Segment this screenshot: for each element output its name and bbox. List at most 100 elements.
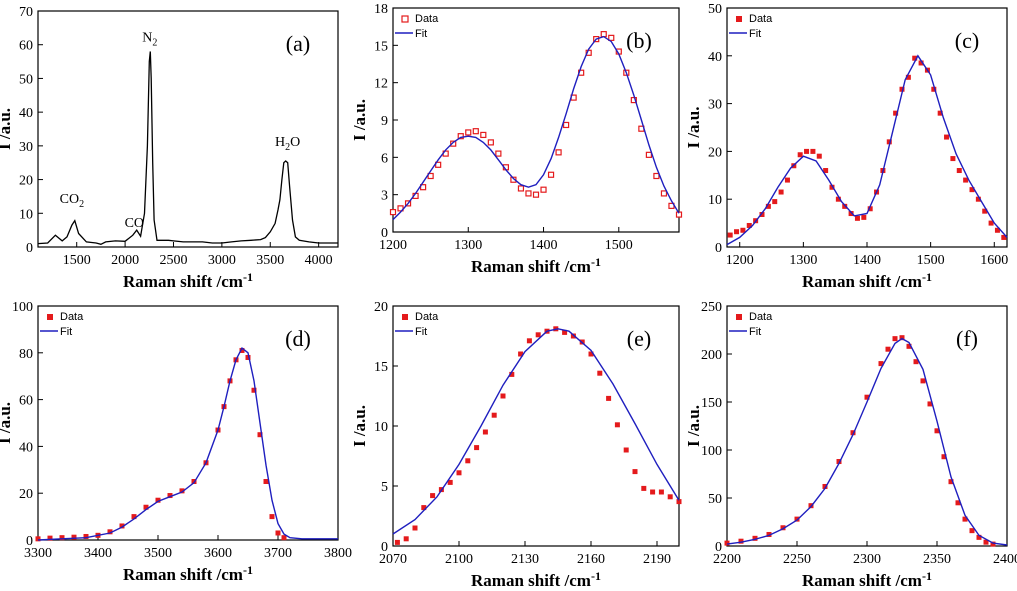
data-point <box>823 168 829 174</box>
data-point <box>772 199 778 205</box>
y-tick-label: 15 <box>374 360 388 375</box>
y-tick-label: 40 <box>708 50 722 65</box>
data-point <box>525 190 532 197</box>
y-tick-label: 200 <box>701 348 722 363</box>
data-point <box>495 150 502 157</box>
legend-marker-data <box>736 314 742 320</box>
data-point <box>155 497 161 503</box>
data-point <box>746 222 752 228</box>
data-point <box>275 530 281 536</box>
data-point <box>778 189 784 195</box>
y-tick-label: 0 <box>381 226 388 241</box>
x-tick-label: 1200 <box>726 253 754 268</box>
data-point <box>430 493 436 499</box>
x-tick-label: 3500 <box>144 546 172 561</box>
data-point <box>963 177 969 183</box>
x-tick-label: 2070 <box>379 552 407 567</box>
x-tick-label: 1300 <box>789 253 817 268</box>
data-point <box>816 153 822 159</box>
y-tick-label: 60 <box>19 39 33 54</box>
data-point <box>563 121 570 129</box>
legend-label-data: Data <box>60 311 84 323</box>
data-point <box>920 378 926 384</box>
data-point <box>457 133 464 140</box>
data-point <box>913 359 919 365</box>
y-tick-label: 15 <box>374 39 388 54</box>
x-tick-label: 2500 <box>159 253 187 268</box>
plot-frame <box>37 10 339 248</box>
y-axis-title: I /a.u. <box>350 405 369 447</box>
x-tick-label: 3400 <box>84 546 112 561</box>
y-tick-label: 60 <box>19 394 33 409</box>
data-point <box>641 485 647 491</box>
panel-1: 1200 1300 1400 1500 0 3 6 9 12 15 18 Raman shift /c… <box>350 2 683 276</box>
y-tick-label: 0 <box>26 534 33 549</box>
data-point <box>740 227 746 233</box>
y-tick-label: 100 <box>12 300 33 315</box>
data-point <box>562 329 568 335</box>
data-point <box>899 86 905 92</box>
data-point <box>912 55 918 61</box>
data-point <box>263 479 269 484</box>
legend-marker-data <box>402 314 408 320</box>
y-tick-label: 10 <box>708 193 722 208</box>
data-point <box>119 523 125 529</box>
panel-0: 1500 2000 2500 3000 3500 4000 0 10 20 30 40 50 60 70 R… <box>0 5 339 291</box>
data-point <box>420 184 427 191</box>
data-point <box>143 504 149 510</box>
y-tick-label: 0 <box>715 241 722 256</box>
data-point <box>547 171 555 178</box>
legend-label-fit: Fit <box>749 326 761 338</box>
data-point <box>950 156 956 162</box>
data-point <box>658 489 664 495</box>
data-point <box>975 196 981 202</box>
y-tick-label: 5 <box>381 480 388 495</box>
data-point <box>994 227 1000 233</box>
y-tick-label: 70 <box>19 5 33 20</box>
panel-4: 2070 2100 2130 2160 2190 0 5 10 15 20 Raman shift … <box>350 300 682 590</box>
data-point <box>941 454 947 460</box>
data-point <box>540 186 547 193</box>
data-point <box>389 208 397 216</box>
x-tick-label: 2100 <box>445 552 473 567</box>
x-tick-label: 3600 <box>204 546 232 561</box>
data-point <box>766 531 772 537</box>
panel-label: (d) <box>285 326 311 351</box>
data-point <box>588 351 594 357</box>
data-point <box>727 232 733 238</box>
data-point <box>653 172 660 180</box>
y-tick-label: 20 <box>708 145 722 160</box>
data-point <box>517 185 525 192</box>
data-point <box>472 128 479 135</box>
data-point <box>822 483 828 489</box>
data-point <box>257 432 263 438</box>
data-point <box>59 535 65 541</box>
y-tick-label: 0 <box>381 540 388 555</box>
data-point <box>403 536 409 542</box>
x-axis-title: Raman shift /cm-1 <box>123 563 253 584</box>
data-point <box>269 514 275 520</box>
x-axis-title: Raman shift /cm-1 <box>802 569 932 590</box>
x-tick-label: 1500 <box>917 253 945 268</box>
data-point <box>632 469 638 475</box>
legend-label-fit: Fit <box>415 326 427 338</box>
data-point <box>555 149 562 156</box>
legend-label-fit: Fit <box>749 28 761 40</box>
legend-label-data: Data <box>749 311 773 323</box>
x-tick-label: 2130 <box>511 552 539 567</box>
data-point <box>487 139 494 146</box>
x-tick-label: 2300 <box>853 552 881 567</box>
data-point <box>518 351 524 357</box>
data-point <box>944 134 950 140</box>
data-point <box>752 535 758 541</box>
legend-label-fit: Fit <box>60 326 72 338</box>
data-point <box>251 387 257 393</box>
x-tick-label: 2350 <box>923 552 951 567</box>
data-point <box>886 139 892 145</box>
data-point <box>500 393 506 399</box>
data-point <box>905 74 911 80</box>
legend-label-data: Data <box>415 311 439 323</box>
x-tick-label: 2250 <box>783 552 811 567</box>
x-tick-label: 1600 <box>980 253 1008 268</box>
x-tick-label: 1300 <box>454 238 482 253</box>
